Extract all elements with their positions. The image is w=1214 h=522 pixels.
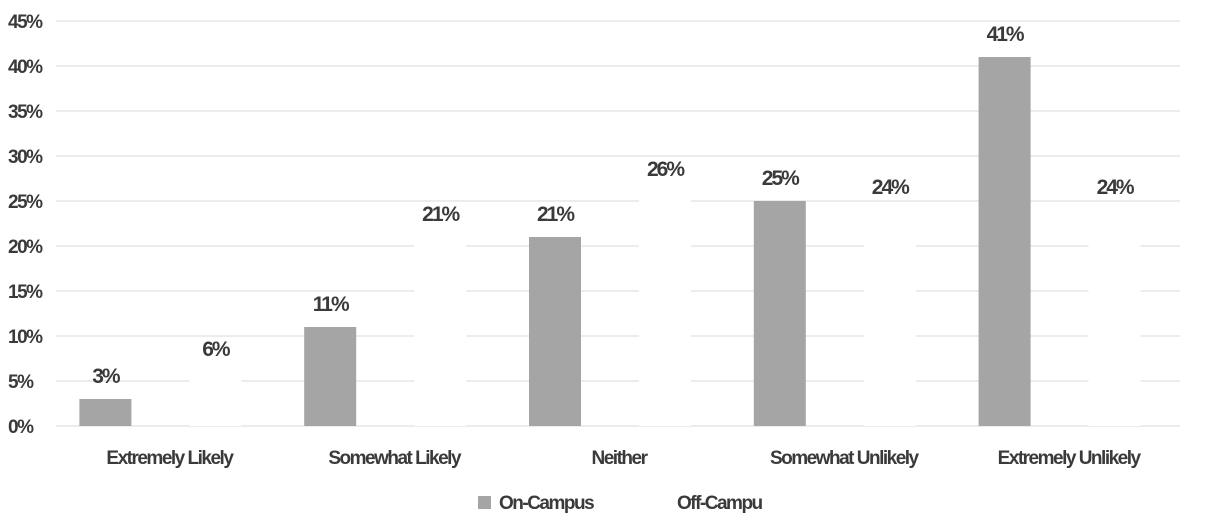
bar-off-campu-0 [189, 372, 242, 426]
data-label: 25% [762, 167, 800, 190]
bar-off-campu-3 [863, 210, 916, 426]
bars [79, 57, 1141, 426]
legend-swatch [656, 496, 669, 509]
y-axis-tick-labels: 0% 5% 10% 15% 20% 25% 30% 35% 40% 45% [8, 12, 45, 438]
legend-label: On-Campus [499, 493, 594, 514]
y-tick-label: 15% [8, 282, 43, 303]
y-tick-label: 35% [8, 102, 43, 123]
category-label: Extremely Unlikely [998, 448, 1142, 469]
bar-on-campus-3 [753, 201, 806, 426]
data-label: 21% [422, 203, 460, 226]
gridlines [56, 20, 1180, 427]
legend: On-Campus Off-Campu [478, 493, 764, 514]
data-label: 6% [202, 338, 231, 361]
data-label: 24% [872, 176, 910, 199]
category-label: Extremely Likely [106, 448, 234, 469]
data-label: 11% [313, 293, 350, 316]
data-label: 21% [537, 203, 575, 226]
data-label: 41% [987, 23, 1025, 46]
y-tick-label: 0% [8, 417, 34, 438]
bar-on-campus-4 [978, 57, 1031, 426]
data-label: 26% [647, 158, 685, 181]
y-tick-label: 10% [8, 327, 43, 348]
y-tick-label: 5% [8, 372, 34, 393]
bar-off-campu-4 [1088, 210, 1141, 426]
bar-off-campu-2 [639, 192, 691, 426]
y-tick-label: 30% [8, 147, 43, 168]
bar-on-campus-1 [304, 327, 357, 426]
data-label: 24% [1097, 176, 1135, 199]
y-tick-label: 40% [8, 57, 43, 78]
legend-swatch [478, 496, 491, 509]
y-tick-label: 45% [8, 12, 43, 33]
legend-label: Off-Campu [677, 493, 763, 514]
x-axis-category-labels: Extremely Likely Somewhat Likely Neither So… [106, 448, 1143, 469]
bar-on-campus-0 [79, 399, 132, 426]
category-label: Somewhat Unlikely [770, 448, 920, 469]
bar-off-campu-1 [414, 237, 467, 426]
data-labels: 3% 6% 11% 21% 21% 26% 25% 24% 41% 24% [92, 23, 1137, 388]
category-label: Somewhat Likely [328, 448, 462, 469]
data-label: 3% [92, 365, 121, 388]
category-label: Neither [592, 448, 649, 469]
y-tick-label: 20% [8, 237, 43, 258]
y-tick-label: 25% [8, 192, 43, 213]
bar-on-campus-2 [529, 237, 581, 426]
